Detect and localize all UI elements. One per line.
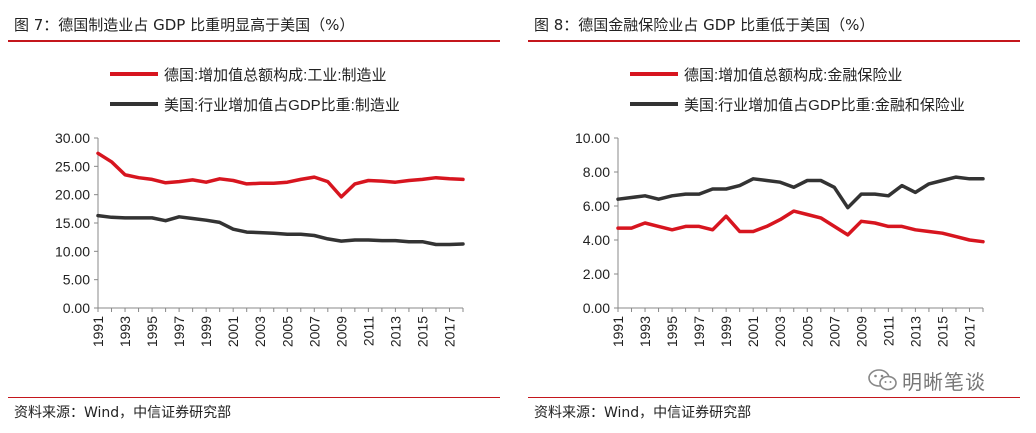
x-tick-label: 2015 bbox=[414, 316, 430, 347]
x-tick-label: 2013 bbox=[907, 316, 923, 347]
y-tick-label: 15.00 bbox=[55, 215, 90, 231]
chart-panel-finance: 图 8：德国金融保险业占 GDP 比重低于美国（%） 德国:增加值总额构成:金融… bbox=[528, 0, 1028, 433]
x-tick-label: 1997 bbox=[171, 316, 187, 347]
chart-title: 图 7：德国制造业占 GDP 比重明显高于美国（%） bbox=[14, 16, 355, 34]
x-tick-label: 2005 bbox=[279, 316, 295, 347]
x-tick-label: 2007 bbox=[306, 316, 322, 347]
x-tick-label: 1995 bbox=[664, 316, 680, 347]
legend-label: 德国:增加值总额构成:金融保险业 bbox=[684, 66, 902, 84]
x-tick-label: 2017 bbox=[961, 316, 977, 347]
y-tick-label: 25.00 bbox=[55, 158, 90, 174]
series-line-1 bbox=[616, 175, 985, 210]
watermark: 明晰笔谈 bbox=[868, 366, 1028, 394]
series-line-1 bbox=[96, 213, 465, 247]
legend-label: 美国:行业增加值占GDP比重:金融和保险业 bbox=[684, 97, 965, 114]
y-tick-label: 30.00 bbox=[55, 130, 90, 146]
x-tick-label: 1999 bbox=[718, 316, 734, 347]
y-tick-label: 8.00 bbox=[583, 164, 610, 180]
chart-title: 图 8：德国金融保险业占 GDP 比重低于美国（%） bbox=[534, 16, 875, 34]
x-tick-label: 2017 bbox=[441, 316, 457, 347]
x-tick-label: 2003 bbox=[772, 316, 788, 347]
x-tick-label: 2013 bbox=[387, 316, 403, 347]
x-tick-label: 2011 bbox=[880, 316, 896, 346]
x-tick-label: 1991 bbox=[90, 316, 106, 347]
y-tick-label: 6.00 bbox=[583, 198, 610, 214]
x-tick-label: 2009 bbox=[333, 316, 349, 347]
y-tick-label: 10.00 bbox=[575, 130, 610, 146]
x-tick-label: 1997 bbox=[691, 316, 707, 347]
y-tick-label: 4.00 bbox=[583, 232, 610, 248]
x-tick-label: 2003 bbox=[252, 316, 268, 347]
x-tick-label: 2015 bbox=[934, 316, 950, 347]
y-tick-label: 20.00 bbox=[55, 187, 90, 203]
x-tick-label: 1999 bbox=[198, 316, 214, 347]
x-tick-label: 1993 bbox=[637, 316, 653, 347]
x-tick-label: 1991 bbox=[610, 316, 626, 347]
source-note: 资料来源：Wind，中信证券研究部 bbox=[14, 405, 232, 421]
legend-label: 德国:增加值总额构成:工业:制造业 bbox=[164, 66, 387, 84]
series-line-0 bbox=[616, 209, 985, 244]
y-tick-label: 2.00 bbox=[583, 266, 610, 282]
x-tick-label: 2001 bbox=[225, 316, 241, 347]
y-tick-label: 5.00 bbox=[63, 272, 90, 288]
legend-label: 美国:行业增加值占GDP比重:制造业 bbox=[164, 97, 400, 114]
title-rule bbox=[528, 40, 1020, 42]
chart-panel-manufacturing: 图 7：德国制造业占 GDP 比重明显高于美国（%） 德国:增加值总额构成:工业… bbox=[8, 0, 508, 433]
x-tick-label: 1993 bbox=[117, 316, 133, 347]
y-tick-label: 10.00 bbox=[55, 243, 90, 259]
series-line-0 bbox=[96, 151, 465, 199]
y-tick-label: 0.00 bbox=[63, 300, 90, 316]
y-tick-label: 0.00 bbox=[583, 300, 610, 316]
title-rule bbox=[8, 40, 500, 42]
x-tick-label: 1995 bbox=[144, 316, 160, 347]
source-rule bbox=[8, 397, 500, 398]
x-tick-label: 2001 bbox=[745, 316, 761, 347]
x-tick-label: 2005 bbox=[799, 316, 815, 347]
x-tick-label: 2011 bbox=[360, 316, 376, 346]
wechat-icon bbox=[868, 369, 897, 391]
source-note: 资料来源：Wind，中信证券研究部 bbox=[534, 405, 752, 421]
x-tick-label: 2009 bbox=[853, 316, 869, 347]
watermark-text: 明晰笔谈 bbox=[902, 370, 986, 394]
x-tick-label: 2007 bbox=[826, 316, 842, 347]
source-rule bbox=[528, 397, 1020, 398]
